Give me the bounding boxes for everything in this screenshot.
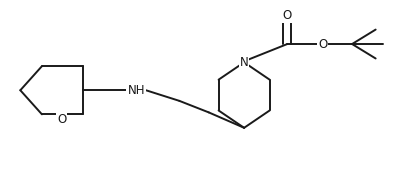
Text: N: N	[240, 56, 249, 69]
Text: NH: NH	[127, 84, 145, 97]
Text: O: O	[57, 113, 66, 126]
Text: O: O	[318, 37, 327, 50]
Text: O: O	[282, 9, 292, 22]
